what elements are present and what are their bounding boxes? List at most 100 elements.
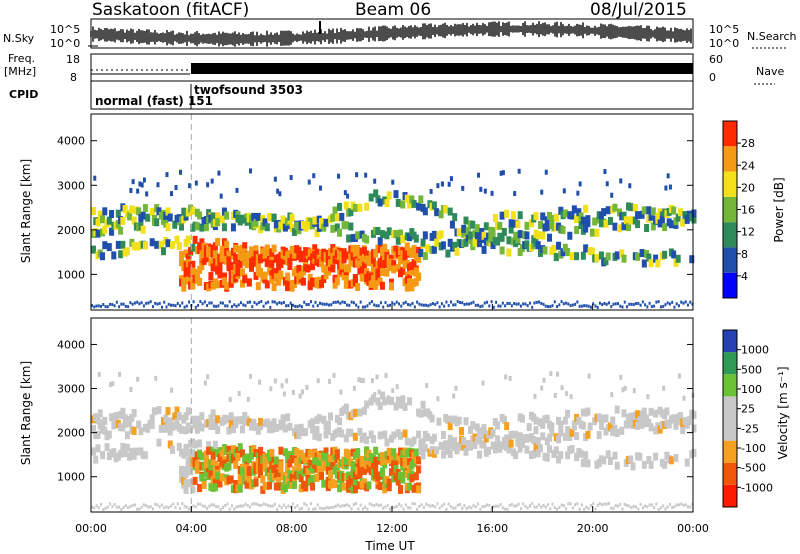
heatmap-cell — [307, 459, 313, 468]
heatmap-cell — [179, 506, 182, 510]
heatmap-cell — [610, 192, 614, 198]
heatmap-cell — [664, 407, 670, 416]
heatmap-cell — [364, 505, 367, 509]
heatmap-cell — [260, 475, 266, 484]
heatmap-cell — [145, 424, 151, 433]
heatmap-cell — [321, 479, 327, 488]
heatmap-cell — [623, 300, 626, 304]
heatmap-cell — [91, 207, 96, 216]
x-tick-label: 04:00 — [175, 522, 207, 535]
heatmap-cell — [357, 203, 363, 212]
heatmap-cell — [641, 460, 647, 469]
heatmap-cell — [312, 216, 318, 225]
heatmap-cell — [379, 230, 385, 239]
heatmap-cell — [662, 504, 665, 508]
heatmap-cell — [188, 467, 194, 476]
heatmap-cell — [328, 378, 332, 384]
heatmap-cell — [659, 506, 662, 510]
heatmap-cell — [165, 172, 169, 178]
heatmap-cell — [210, 503, 213, 507]
heatmap-cell — [364, 235, 370, 244]
heatmap-cell — [285, 413, 291, 422]
heatmap-cell — [165, 305, 168, 309]
heatmap-cell — [427, 503, 430, 507]
heatmap-cell — [377, 304, 380, 308]
heatmap-cell — [337, 503, 340, 507]
heatmap-cell — [562, 416, 568, 425]
heatmap-cell — [641, 407, 647, 416]
heatmap-cell — [671, 505, 674, 509]
heatmap-cell — [343, 457, 349, 466]
heatmap-cell — [653, 426, 659, 435]
heatmap-cell — [237, 443, 243, 452]
heatmap-cell — [258, 417, 264, 426]
heatmap-cell — [400, 266, 406, 275]
heatmap-cell — [416, 507, 419, 511]
heatmap-cell — [170, 445, 176, 454]
heatmap-cell — [341, 255, 347, 264]
heatmap-cell — [436, 301, 439, 305]
freq-label-2: [MHz] — [4, 65, 37, 78]
heatmap-cell — [565, 451, 571, 460]
heatmap-cell — [300, 277, 306, 286]
heatmap-cell — [549, 428, 555, 437]
velocity-colorbar-swatch — [723, 484, 737, 507]
heatmap-cell — [603, 169, 607, 175]
heatmap-cell — [235, 453, 241, 462]
nsky-tick-top: 10^5 — [50, 23, 81, 36]
heatmap-cell — [416, 456, 422, 465]
heatmap-cell — [235, 505, 238, 509]
heatmap-cell — [393, 460, 399, 469]
heatmap-cell — [312, 173, 316, 179]
heatmap-cell — [197, 484, 203, 493]
heatmap-cell — [574, 225, 580, 234]
heatmap-cell — [183, 305, 186, 309]
heatmap-cell — [219, 473, 225, 482]
heatmap-cell — [346, 503, 349, 507]
heatmap-cell — [158, 240, 164, 249]
heatmap-cell — [325, 426, 331, 435]
heatmap-cell — [228, 300, 231, 304]
heatmap-cell — [616, 504, 619, 508]
heatmap-cell — [456, 228, 462, 237]
heatmap-cell — [418, 249, 424, 258]
heatmap-cell — [443, 205, 449, 214]
heatmap-cell — [262, 304, 265, 308]
heatmap-cell — [172, 303, 175, 307]
heatmap-cell — [499, 304, 502, 308]
heatmap-cell — [273, 378, 277, 384]
heatmap-cell — [352, 432, 358, 441]
heatmap-cell — [377, 277, 383, 286]
heatmap-cell — [158, 505, 161, 509]
velocity-colorbar-label: Velocity [m s⁻¹] — [776, 366, 790, 460]
heatmap-cell — [334, 463, 340, 472]
heatmap-cell — [574, 503, 577, 507]
heatmap-cell — [136, 507, 139, 511]
heatmap-cell — [319, 301, 322, 305]
heatmap-cell — [337, 484, 343, 493]
heatmap-cell — [149, 207, 155, 216]
heatmap-cell — [316, 433, 322, 442]
heatmap-cell — [398, 400, 404, 409]
heatmap-cell — [418, 195, 424, 204]
heatmap-cell — [495, 300, 498, 304]
heatmap-cell — [585, 407, 591, 416]
heatmap-cell — [386, 227, 392, 236]
heatmap-cell — [628, 412, 634, 421]
heatmap-cell — [596, 431, 602, 440]
heatmap-cell — [262, 271, 268, 280]
heatmap-cell — [395, 300, 398, 304]
heatmap-cell — [109, 381, 113, 387]
heatmap-cell — [278, 446, 284, 455]
heatmap-cell — [142, 503, 145, 507]
heatmap-cell — [533, 505, 536, 509]
y-tick-label: 3000 — [57, 179, 85, 192]
heatmap-cell — [142, 304, 145, 308]
heatmap-cell — [230, 455, 236, 464]
nsky-label: N.Sky — [3, 32, 35, 45]
heatmap-cell — [339, 261, 345, 270]
heatmap-cell — [233, 507, 236, 511]
y-tick-label: 1000 — [57, 268, 85, 281]
heatmap-cell — [626, 305, 629, 309]
heatmap-cell — [348, 222, 354, 231]
